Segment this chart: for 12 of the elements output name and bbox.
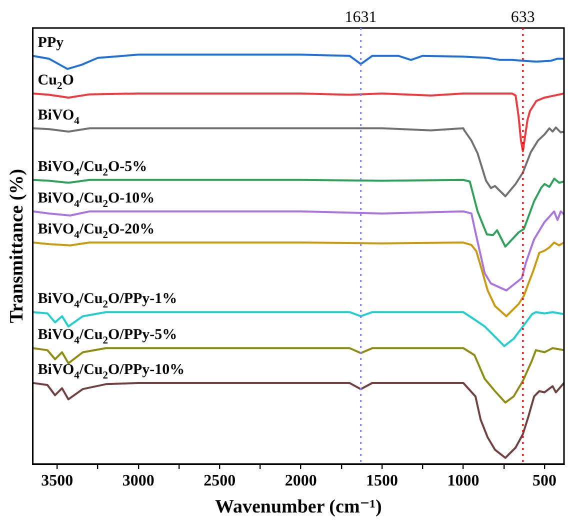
x-tick-label: 500 — [532, 472, 557, 490]
x-tick-label: 1000 — [447, 472, 480, 490]
ref-line-label: 1631 — [344, 9, 377, 26]
x-tick-label: 2500 — [204, 472, 236, 490]
x-tick-label: 1500 — [366, 472, 398, 490]
series-label: PPy — [38, 34, 64, 51]
y-axis-title: Transmittance (%) — [6, 168, 28, 324]
x-axis-title: Wavenumber (cm⁻¹) — [214, 496, 382, 518]
x-tick-label: 3500 — [41, 472, 74, 490]
x-tick-label: 2000 — [284, 472, 317, 490]
x-tick-label: 3000 — [122, 472, 154, 490]
ref-line-label: 633 — [510, 9, 535, 26]
